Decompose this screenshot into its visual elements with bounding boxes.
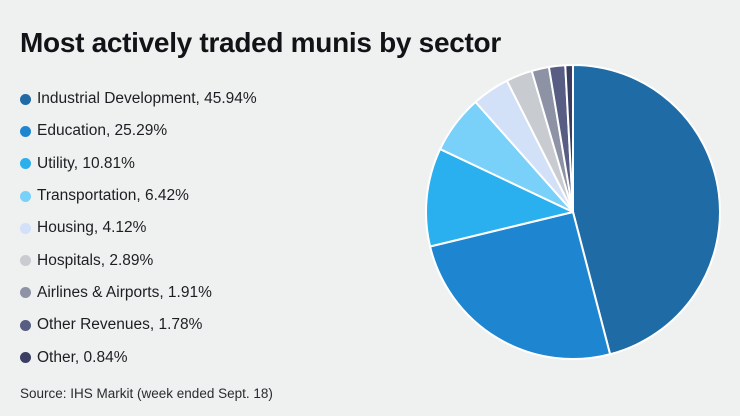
legend-swatch-icon <box>20 222 31 234</box>
legend-item: Other Revenues, 1.78% <box>20 309 257 341</box>
legend-label: Industrial Development, 45.94% <box>37 90 257 108</box>
legend-item: Housing, 4.12% <box>20 212 257 244</box>
pie-slice-other <box>564 63 574 213</box>
legend-label: Education, 25.29% <box>37 122 168 140</box>
legend-item: Hospitals, 2.89% <box>20 244 257 276</box>
legend-label: Other, 0.84% <box>37 348 128 366</box>
legend-item: Transportation, 6.42% <box>20 180 257 212</box>
legend-label: Other Revenues, 1.78% <box>37 316 203 334</box>
legend-item: Airlines & Airports, 1.91% <box>20 277 257 309</box>
pie-slice-education <box>429 211 612 360</box>
legend-swatch-icon <box>20 319 31 331</box>
pie-svg <box>425 63 721 360</box>
legend-swatch-icon <box>20 287 31 299</box>
legend-item: Other, 0.84% <box>20 341 257 373</box>
source-note: Source: IHS Markit (week ended Sept. 18) <box>20 386 273 401</box>
legend-swatch-icon <box>20 93 31 105</box>
legend-swatch-icon <box>20 158 31 170</box>
legend-swatch-icon <box>20 352 31 364</box>
legend-label: Airlines & Airports, 1.91% <box>37 283 212 301</box>
legend-label: Housing, 4.12% <box>37 219 147 237</box>
legend-swatch-icon <box>20 255 31 267</box>
legend-label: Transportation, 6.42% <box>37 187 189 205</box>
legend-item: Industrial Development, 45.94% <box>20 83 257 115</box>
legend-label: Hospitals, 2.89% <box>37 251 154 269</box>
legend: Industrial Development, 45.94% Education,… <box>20 83 257 374</box>
pie-slice-industrial-development <box>572 64 721 356</box>
chart-title: Most actively traded munis by sector <box>20 27 501 58</box>
legend-item: Education, 25.29% <box>20 115 257 147</box>
pie-chart <box>425 63 721 360</box>
legend-item: Utility, 10.81% <box>20 148 257 180</box>
legend-swatch-icon <box>20 125 31 137</box>
legend-swatch-icon <box>20 190 31 202</box>
pie-slice-utility <box>425 148 574 248</box>
legend-label: Utility, 10.81% <box>37 154 135 172</box>
